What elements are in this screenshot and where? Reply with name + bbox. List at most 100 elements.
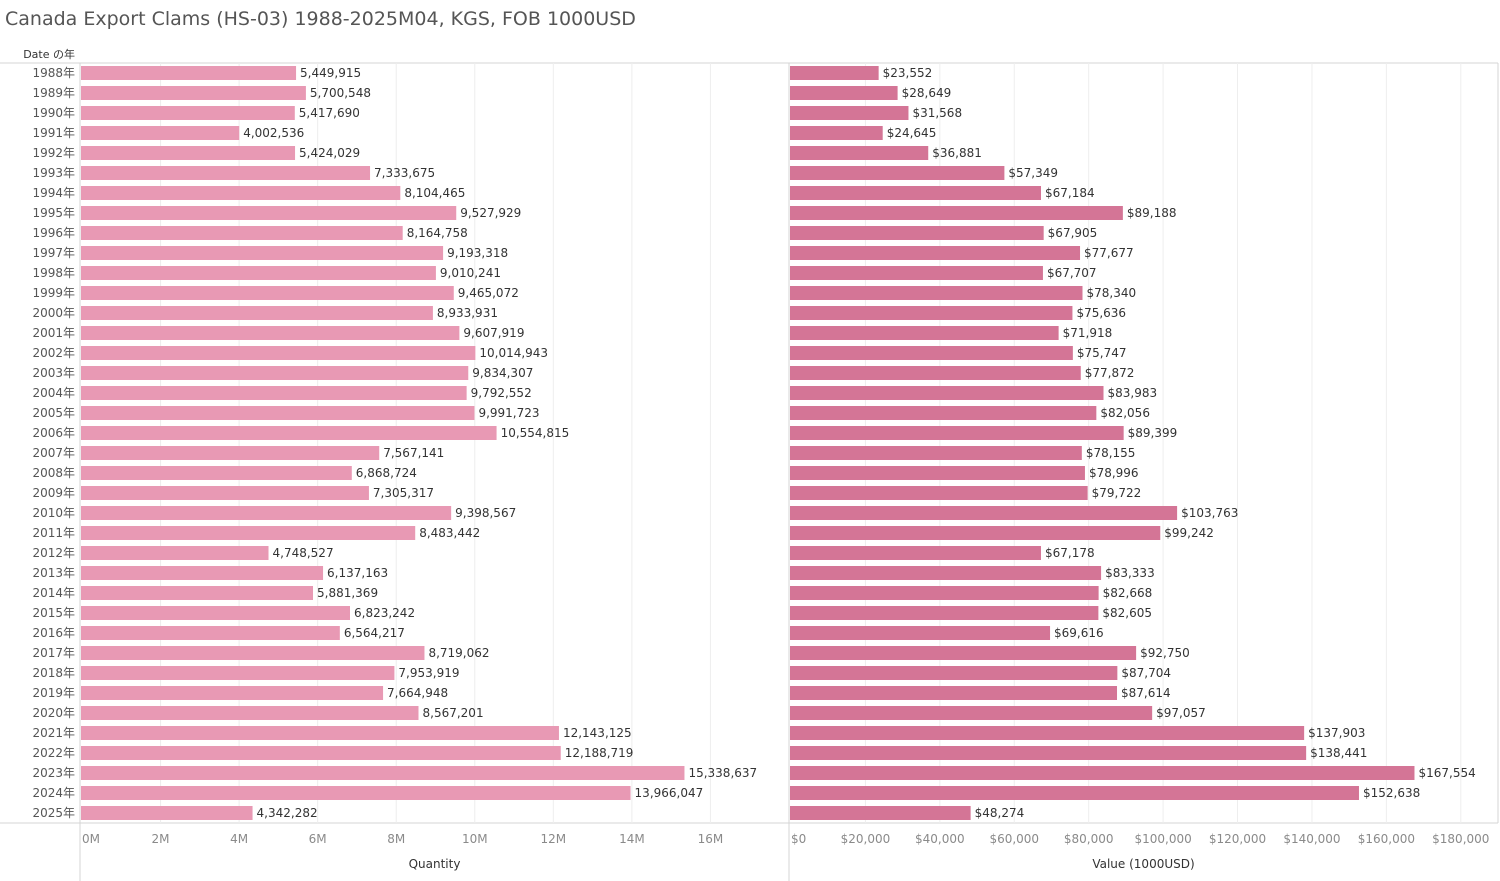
bar: [790, 506, 1178, 520]
data-label: $78,996: [1089, 466, 1139, 480]
tick-label: 8M: [387, 832, 405, 846]
bar: [790, 806, 971, 820]
tick-label: 12M: [541, 832, 567, 846]
bar: [790, 146, 929, 160]
data-label: 9,465,072: [458, 286, 519, 300]
data-label: $87,704: [1121, 666, 1171, 680]
bar: [790, 326, 1059, 340]
bar: [81, 266, 436, 280]
data-label: 12,188,719: [565, 746, 634, 760]
bar: [790, 106, 909, 120]
year-label: 2015年: [32, 606, 75, 620]
bar: [81, 506, 452, 520]
bar: [790, 486, 1088, 500]
year-label: 2004年: [32, 386, 75, 400]
data-label: $67,184: [1045, 186, 1095, 200]
quantity-panel: 0M 2M 4M 6M 8M 10M 12M 14M 16M 5,449,915 5,700,548…: [81, 63, 757, 871]
tick-label: $180,000: [1432, 832, 1489, 846]
bar: [790, 446, 1082, 460]
tick-label: 2M: [152, 832, 170, 846]
data-label: 15,338,637: [688, 766, 757, 780]
bar: [790, 586, 1099, 600]
year-labels: 1988年 1989年 1990年 1991年 1992年 1993年 1994年 1995年…: [32, 66, 75, 820]
bar: [81, 546, 269, 560]
tick-label: $120,000: [1209, 832, 1266, 846]
data-label: 6,868,724: [356, 466, 417, 480]
year-label: 2009年: [32, 486, 75, 500]
bar: [81, 66, 297, 80]
year-label: 2019年: [32, 686, 75, 700]
year-label: 1991年: [32, 126, 75, 140]
year-label: 2014年: [32, 586, 75, 600]
data-label: $31,568: [912, 106, 962, 120]
data-label: $78,155: [1086, 446, 1136, 460]
bar: [81, 706, 419, 720]
value-panel: $0 $20,000 $40,000 $60,000 $80,000 $100,000 $1…: [790, 63, 1489, 871]
data-label: $78,340: [1087, 286, 1137, 300]
bar: [81, 486, 369, 500]
tick-label: 4M: [230, 832, 248, 846]
data-label: $138,441: [1310, 746, 1367, 760]
year-label: 2008年: [32, 466, 75, 480]
data-label: $77,872: [1085, 366, 1135, 380]
year-label: 2003年: [32, 366, 75, 380]
data-label: $57,349: [1008, 166, 1058, 180]
bar: [81, 726, 559, 740]
year-label: 2023年: [32, 766, 75, 780]
data-label: $89,188: [1127, 206, 1177, 220]
data-label: 8,483,442: [419, 526, 480, 540]
bar: [81, 286, 454, 300]
tick-label: $40,000: [915, 832, 965, 846]
tick-label: $0: [791, 832, 806, 846]
chart-frame: [0, 62, 1499, 881]
data-label: $75,747: [1077, 346, 1127, 360]
bar: [81, 466, 352, 480]
data-label: $89,399: [1128, 426, 1178, 440]
data-label: 5,424,029: [299, 146, 360, 160]
data-label: 5,700,548: [310, 86, 371, 100]
data-label: $97,057: [1156, 706, 1206, 720]
year-label: 2018年: [32, 666, 75, 680]
tick-label: 16M: [698, 832, 724, 846]
bar: [81, 126, 240, 140]
bar: [81, 686, 384, 700]
bar: [790, 706, 1153, 720]
bar: [81, 186, 401, 200]
data-label: 9,010,241: [440, 266, 501, 280]
bar: [790, 646, 1137, 660]
bar: [81, 626, 340, 640]
year-label: 2001年: [32, 326, 75, 340]
chart-title: Canada Export Clams (HS-03) 1988-2025M04…: [5, 8, 636, 30]
axis-title: Quantity: [409, 857, 461, 871]
bar: [790, 306, 1073, 320]
bar: [81, 106, 295, 120]
data-label: 12,143,125: [563, 726, 632, 740]
data-label: $77,677: [1084, 246, 1134, 260]
year-label: 2000年: [32, 306, 75, 320]
year-label: 2025年: [32, 806, 75, 820]
tick-label: 10M: [462, 832, 488, 846]
data-label: 5,417,690: [299, 106, 360, 120]
year-label: 2024年: [32, 786, 75, 800]
data-label: 9,398,567: [455, 506, 516, 520]
year-label: 2005年: [32, 406, 75, 420]
bar: [790, 726, 1305, 740]
bar: [790, 126, 883, 140]
data-label: $83,333: [1105, 566, 1155, 580]
data-label: 10,014,943: [479, 346, 548, 360]
axis-title: Value (1000USD): [1092, 857, 1194, 871]
data-label: $71,918: [1063, 326, 1113, 340]
bar: [790, 346, 1073, 360]
bar: [790, 626, 1051, 640]
bar: [790, 186, 1041, 200]
bar: [81, 386, 467, 400]
bar: [790, 66, 879, 80]
bar: [81, 246, 444, 260]
bar: [81, 326, 460, 340]
bar: [790, 566, 1102, 580]
bar: [81, 86, 306, 100]
bar: [790, 166, 1005, 180]
tick-label: $80,000: [1064, 832, 1114, 846]
data-label: 9,834,307: [472, 366, 533, 380]
year-label: 2002年: [32, 346, 75, 360]
